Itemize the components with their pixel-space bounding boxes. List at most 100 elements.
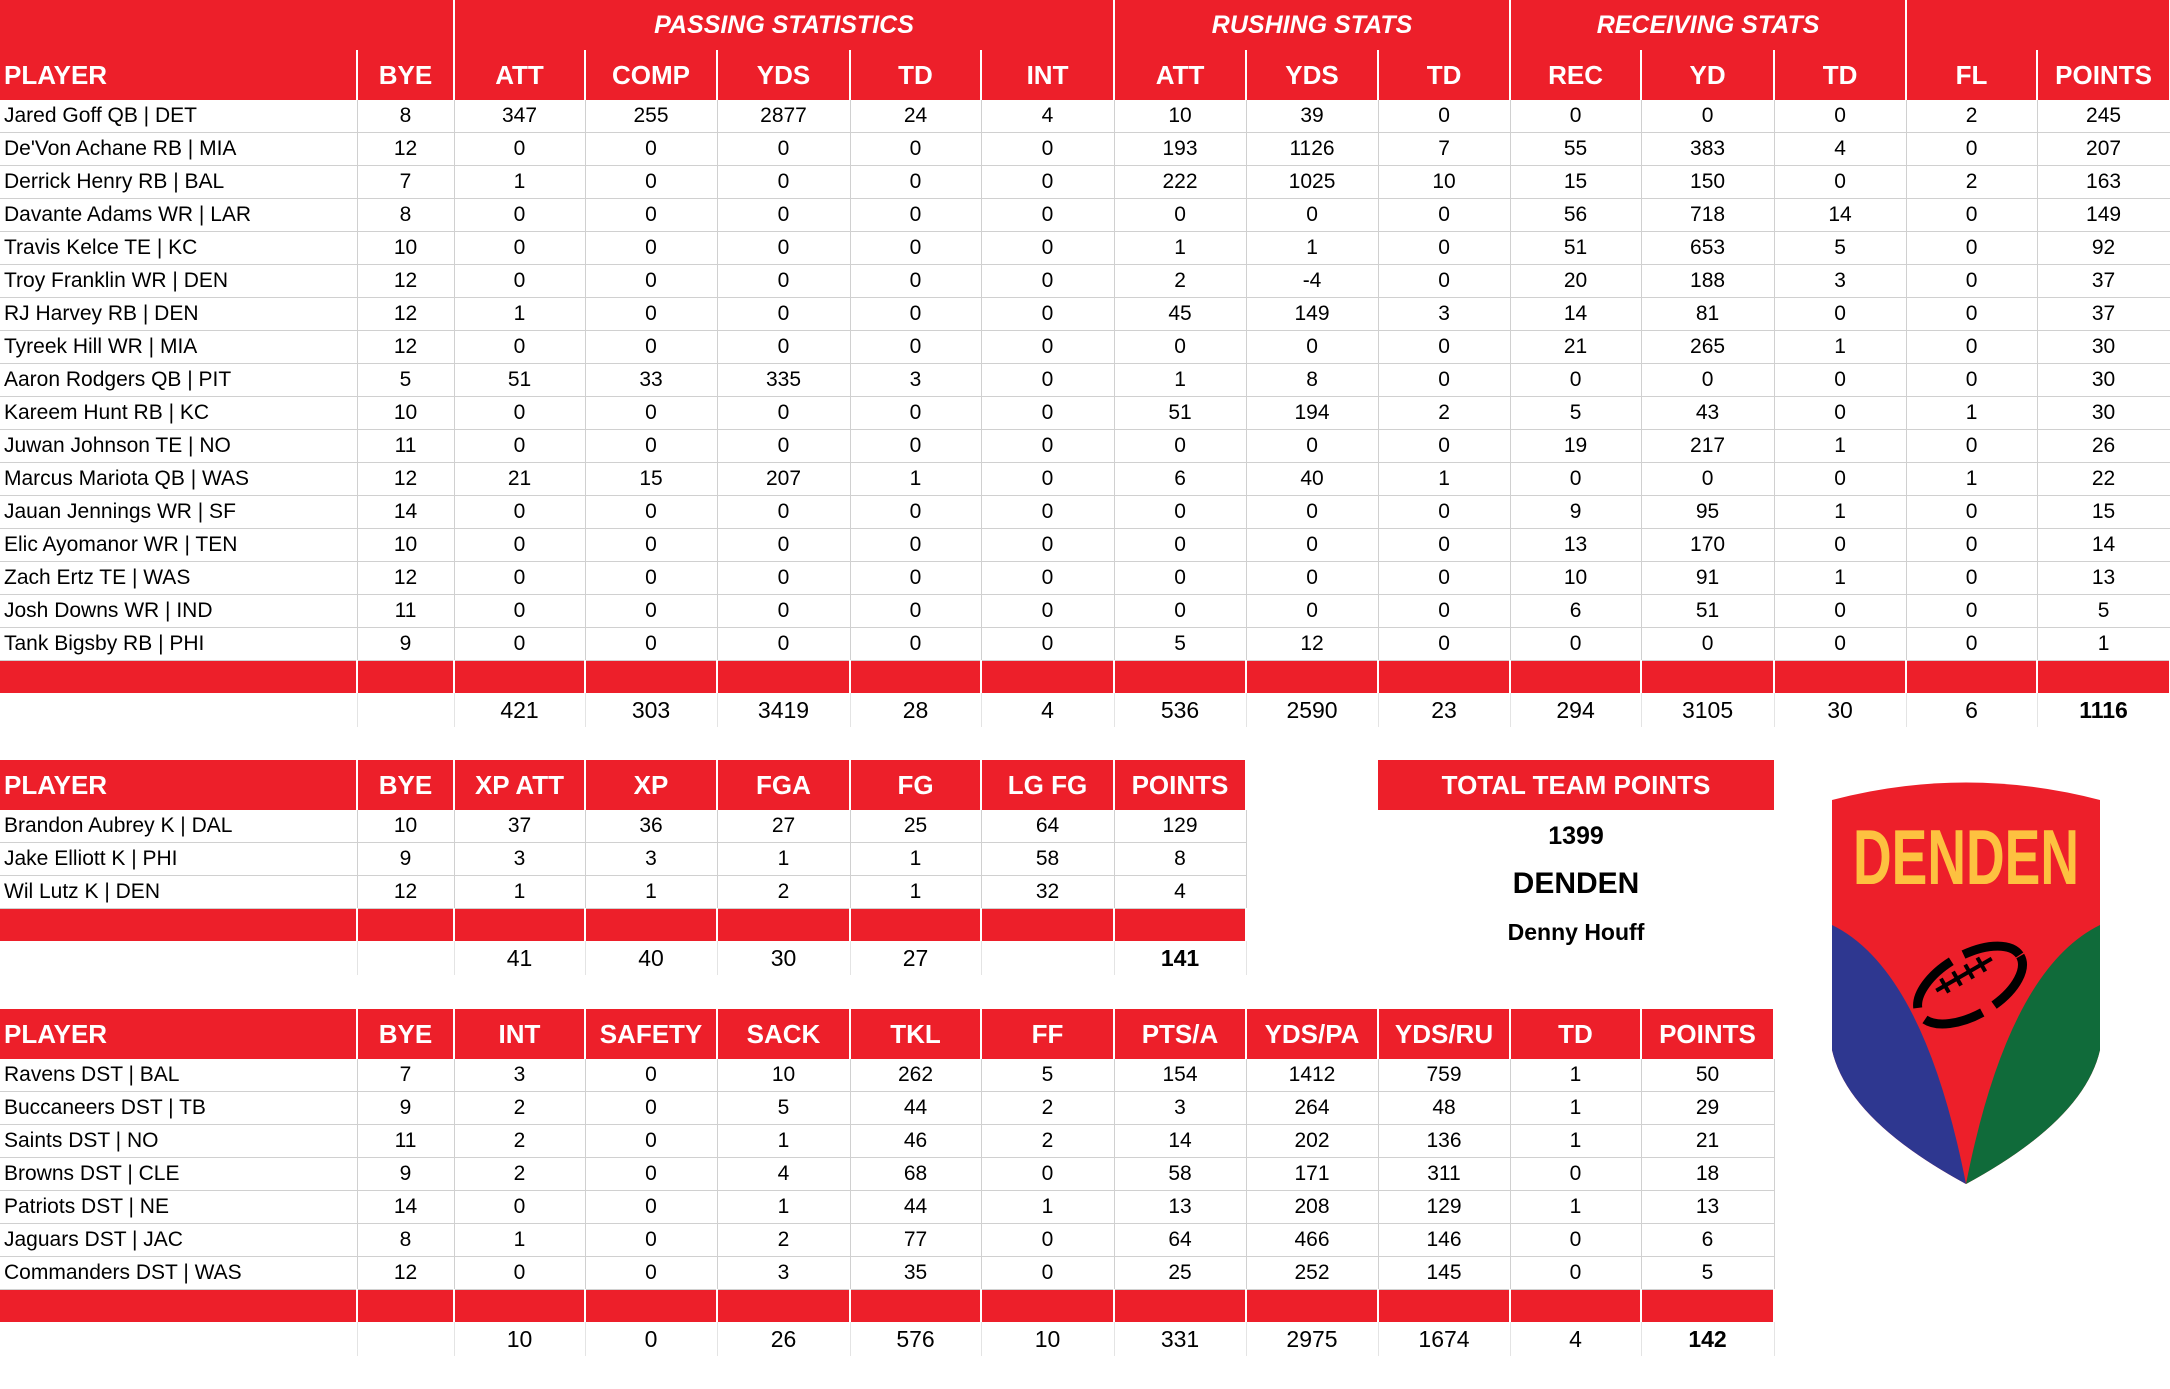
stat-cell: 2 (454, 1157, 586, 1191)
stat-cell: 25 (850, 810, 982, 843)
column-header: FGA (717, 760, 851, 810)
total-team-points-panel: TOTAL TEAM POINTS 1399 DENDEN Denny Houf… (1378, 760, 1774, 946)
stat-cell: 0 (454, 495, 586, 529)
player-name: De'Von Achane RB | MIA (0, 132, 358, 166)
total-cell: 27 (850, 941, 982, 975)
stat-cell: 7 (357, 1059, 455, 1092)
player-name: RJ Harvey RB | DEN (0, 297, 358, 331)
stat-cell: 30 (2037, 396, 2170, 430)
stat-cell: 10 (357, 528, 455, 562)
stat-cell: 3 (850, 363, 982, 397)
stat-cell: 0 (1246, 198, 1379, 232)
stat-cell: 14 (1510, 297, 1642, 331)
stat-cell: 0 (1774, 396, 1907, 430)
group-header: RUSHING STATS (1114, 0, 1512, 50)
stat-cell: 0 (1114, 330, 1247, 364)
stat-cell: 0 (981, 594, 1115, 628)
stat-cell: 149 (1246, 297, 1379, 331)
band-cell (1378, 1289, 1511, 1322)
total-cell: 30 (717, 941, 851, 975)
total-cell: 10 (981, 1322, 1115, 1356)
stat-cell: 50 (1641, 1059, 1775, 1092)
total-cell (357, 941, 455, 975)
stat-cell: 1 (2037, 627, 2170, 661)
stat-cell: 1 (1246, 231, 1379, 265)
team-logo-shield: DENDEN (1832, 782, 2100, 1184)
band-cell (1378, 660, 1512, 693)
stat-cell: 0 (1246, 528, 1379, 562)
column-header: FL (1906, 50, 2039, 100)
stat-cell: 0 (1114, 495, 1247, 529)
stat-cell: 10 (357, 231, 455, 265)
group-header: RECEIVING STATS (1510, 0, 1908, 50)
stat-cell: 9 (357, 1091, 455, 1125)
band-cell (717, 1289, 851, 1322)
stat-cell: 5 (717, 1091, 851, 1125)
stat-cell: 0 (981, 528, 1115, 562)
column-header: PLAYER (0, 1009, 358, 1059)
stat-cell: 14 (357, 495, 455, 529)
stat-cell: 0 (1378, 495, 1511, 529)
total-cell: 303 (585, 693, 718, 727)
stat-cell: 193 (1114, 132, 1247, 166)
stat-cell: 0 (1774, 462, 1907, 496)
player-name: Davante Adams WR | LAR (0, 198, 358, 232)
player-name: Kareem Hunt RB | KC (0, 396, 358, 430)
stat-cell: 149 (2037, 198, 2170, 232)
stat-cell: 0 (1774, 165, 1907, 199)
band-cell (1510, 1289, 1642, 1322)
total-cell: 41 (454, 941, 586, 975)
band-cell (1641, 1289, 1775, 1322)
stat-cell: 311 (1378, 1157, 1511, 1191)
stat-cell: 0 (585, 1124, 718, 1158)
stat-cell: 0 (585, 429, 718, 463)
player-name: Patriots DST | NE (0, 1190, 358, 1224)
table-row: Juwan Johnson TE | NO 11 0 0 0 0 0 0 0 0 19 217 1 0 26 (0, 429, 2170, 463)
column-header: TD (1510, 1009, 1642, 1059)
stat-cell: 0 (981, 297, 1115, 331)
stat-cell: 0 (585, 1059, 718, 1092)
table-row: Jaguars DST | JAC 8 1 0 2 77 0 64 466 146 0 6 (0, 1223, 1775, 1257)
stat-cell: 759 (1378, 1059, 1511, 1092)
stat-cell: 222 (1114, 165, 1247, 199)
column-header: YDS (717, 50, 851, 100)
total-cell: 4 (1510, 1322, 1642, 1356)
stat-cell: 10 (1378, 165, 1511, 199)
stat-cell: 194 (1246, 396, 1379, 430)
stat-cell: 0 (454, 627, 586, 661)
stat-cell: 30 (2037, 363, 2170, 397)
column-header: PLAYER (0, 50, 358, 100)
stat-cell: 252 (1246, 1256, 1379, 1290)
band-cell (585, 908, 718, 941)
stat-cell: 0 (585, 1256, 718, 1290)
stat-cell: 0 (454, 231, 586, 265)
total-cell: 576 (850, 1322, 982, 1356)
stat-cell: 335 (717, 363, 851, 397)
band-cell (0, 660, 358, 693)
stat-cell: 0 (850, 396, 982, 430)
stat-cell: 0 (585, 396, 718, 430)
stat-cell: 0 (1774, 627, 1907, 661)
stat-cell: 0 (585, 561, 718, 595)
stat-cell: 1 (981, 1190, 1115, 1224)
stat-cell: 207 (2037, 132, 2170, 166)
team-name: DENDEN (1512, 867, 1640, 900)
stat-cell: 14 (2037, 528, 2170, 562)
stat-cell: 0 (1906, 594, 2038, 628)
stat-cell: 3 (1378, 297, 1511, 331)
stat-cell: 0 (717, 594, 851, 628)
stat-cell: 1 (1774, 330, 1907, 364)
stat-cell: 0 (717, 132, 851, 166)
table-row: Ravens DST | BAL 7 3 0 10 262 5 154 1412 759 1 50 (0, 1059, 1775, 1092)
stat-cell: 1 (717, 842, 851, 876)
total-cell: 1674 (1378, 1322, 1511, 1356)
player-name: Jared Goff QB | DET (0, 100, 358, 133)
stat-cell: 1 (1774, 495, 1907, 529)
total-cell (357, 1322, 455, 1356)
stat-cell: 0 (585, 132, 718, 166)
stat-cell: 10 (717, 1059, 851, 1092)
player-name: Saints DST | NO (0, 1124, 358, 1158)
stat-cell: 0 (850, 231, 982, 265)
stat-cell: 0 (1510, 1256, 1642, 1290)
stat-cell: 15 (585, 462, 718, 496)
